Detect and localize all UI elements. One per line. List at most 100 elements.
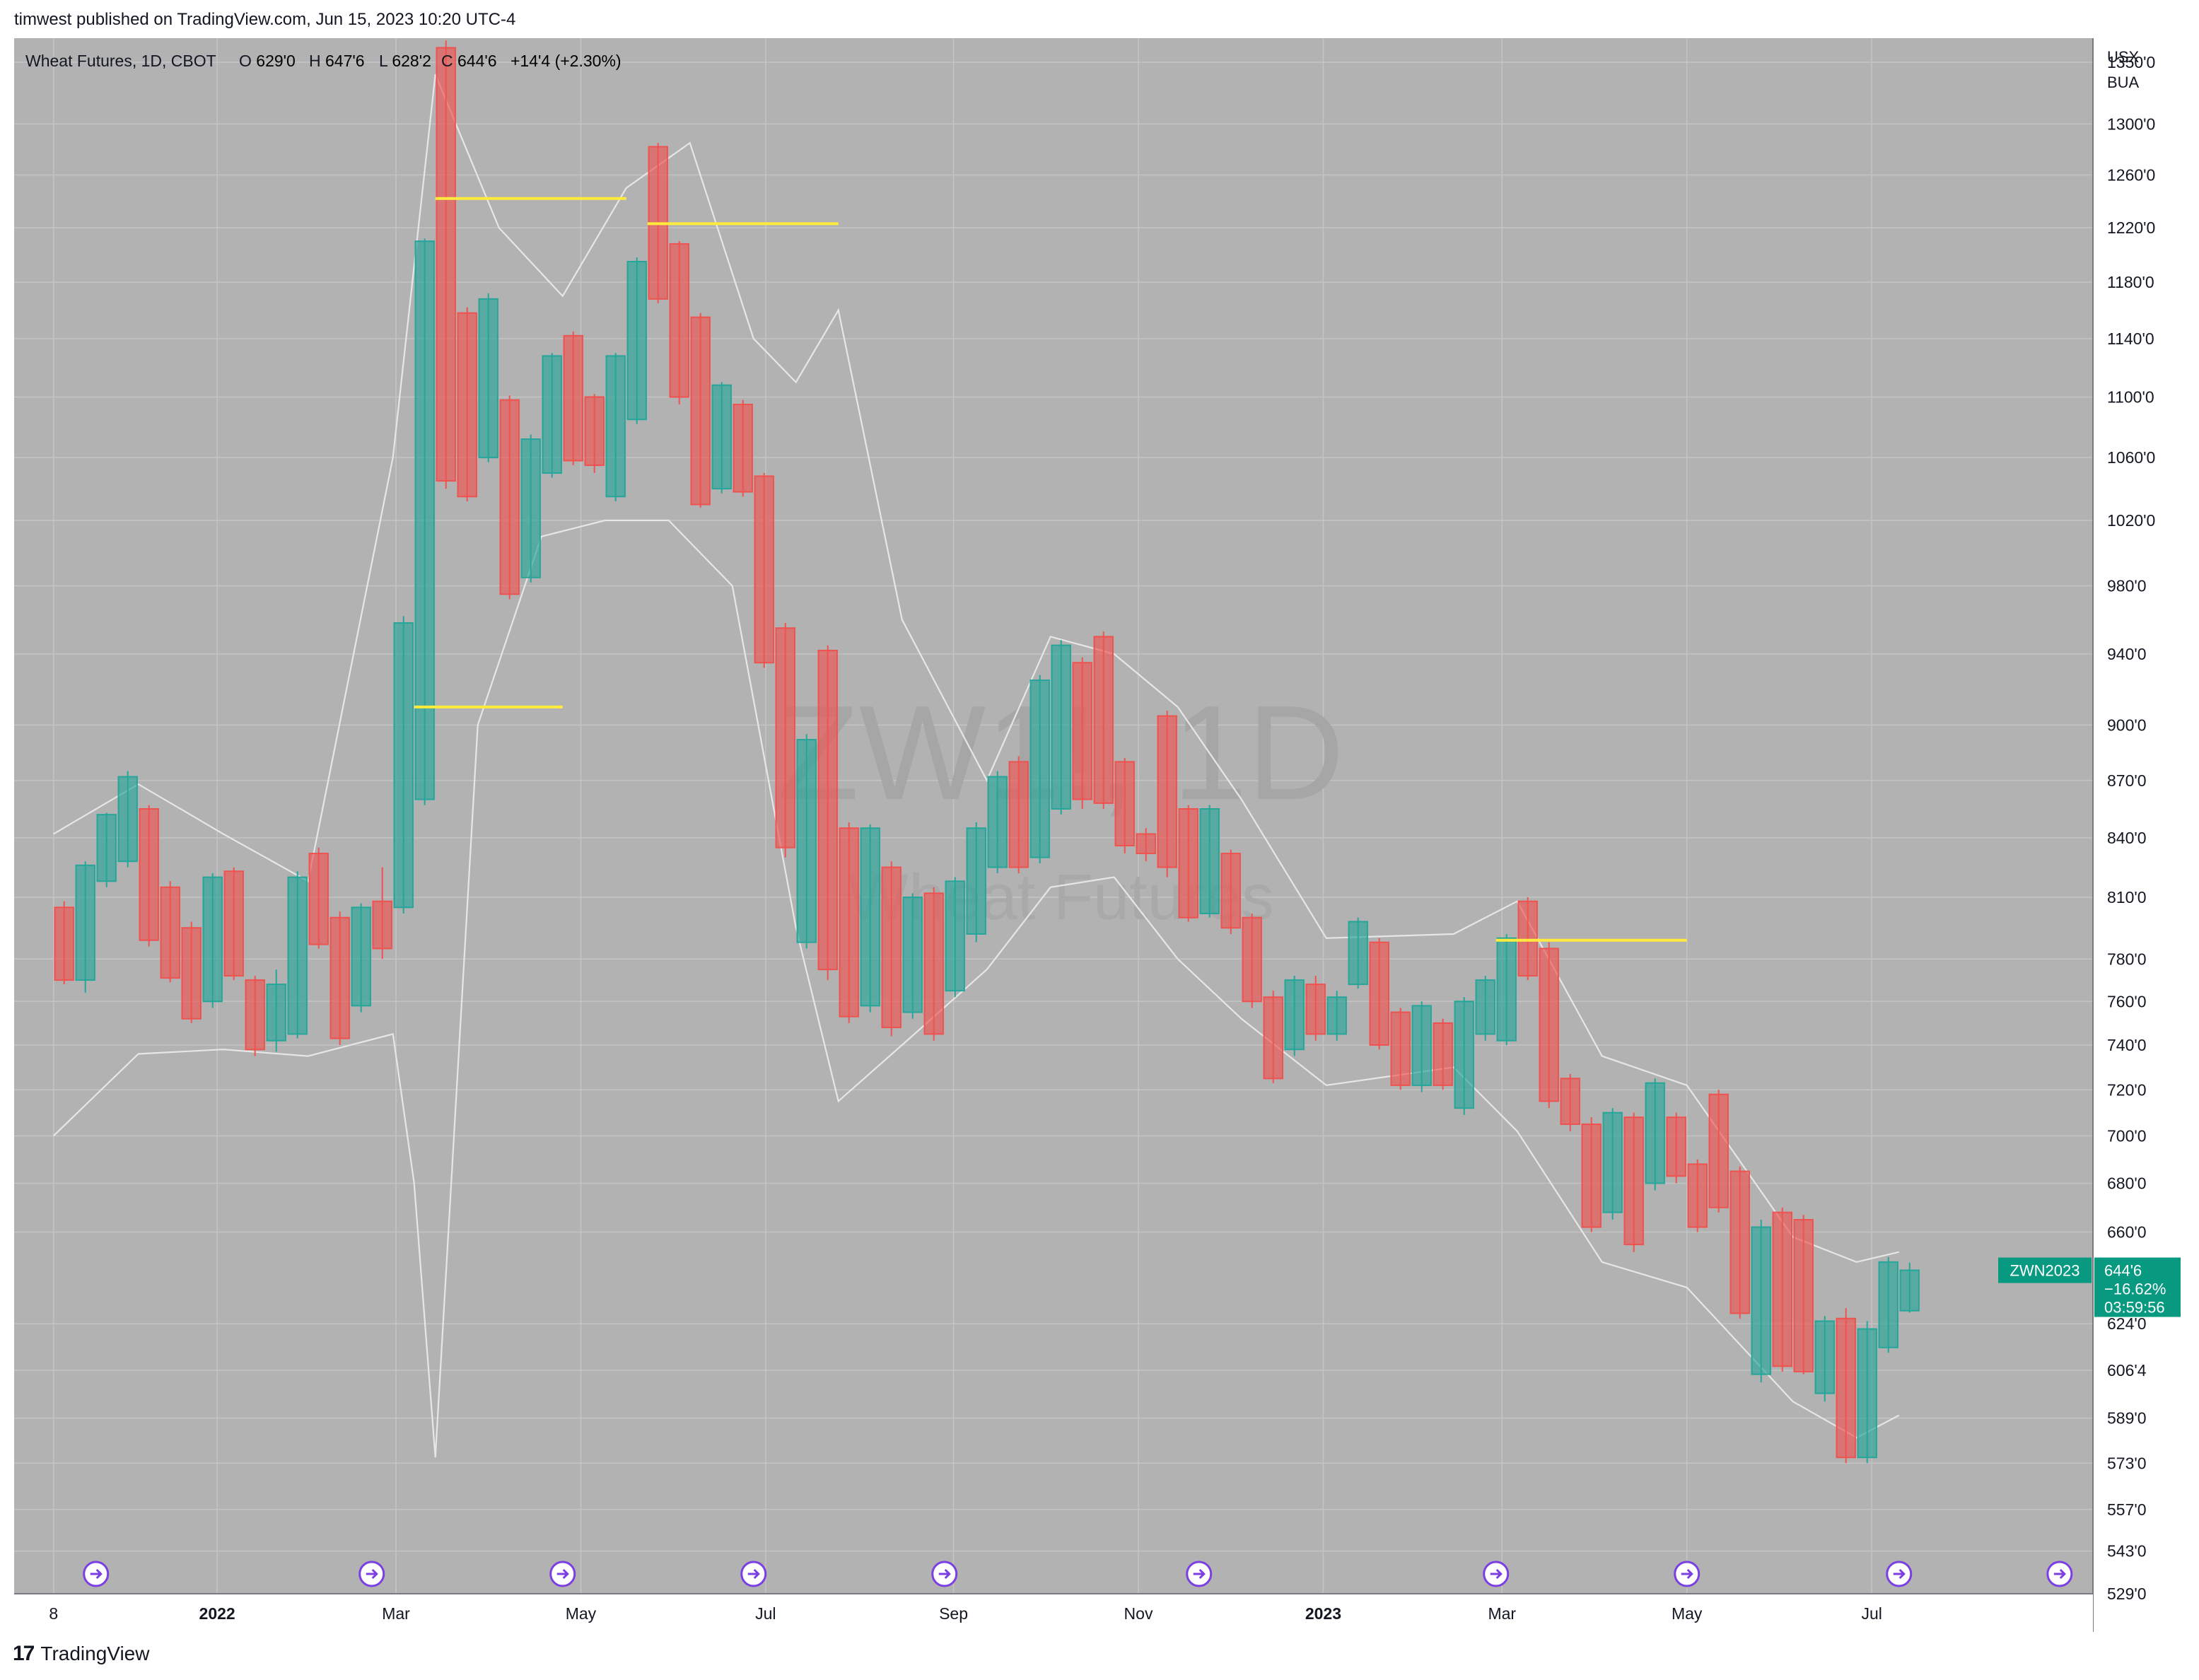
candle-down	[839, 827, 859, 1017]
time-tick-label: 2022	[199, 1604, 235, 1623]
candle-down	[881, 866, 902, 1029]
envelope-bands	[52, 74, 1900, 1458]
price-tick-label: 624'0	[2107, 1314, 2147, 1333]
candle-down	[245, 979, 265, 1051]
price-tick-label: 940'0	[2107, 645, 2147, 663]
candle-up	[393, 622, 414, 909]
candle-down	[1390, 1011, 1411, 1086]
ticker-label: ZWN2023	[2010, 1262, 2080, 1280]
candle-up	[1199, 808, 1220, 914]
candle-down	[1687, 1163, 1708, 1228]
event-arrow-icon	[1681, 1568, 1693, 1580]
price-tick-label: 870'0	[2107, 771, 2147, 790]
candle-down	[1581, 1123, 1602, 1228]
legend-open-label: O	[239, 52, 252, 70]
price-tick-label: 1260'0	[2107, 166, 2155, 185]
candle-up	[1348, 921, 1368, 986]
price-tick-label: 1060'0	[2107, 448, 2155, 467]
upper-band-line	[53, 74, 1899, 1264]
price-tick-label: 543'0	[2107, 1542, 2147, 1561]
candle-up	[1411, 1005, 1432, 1086]
candle-up	[266, 984, 286, 1042]
candle-down	[1666, 1116, 1686, 1177]
candle-up	[1899, 1269, 1920, 1312]
candle-down	[1220, 853, 1241, 929]
candle-down	[1517, 900, 1538, 977]
candle-up	[1645, 1082, 1665, 1184]
level-lines[interactable]	[414, 197, 1687, 942]
price-tick-label: 557'0	[2107, 1500, 2147, 1519]
candle-up	[1496, 937, 1517, 1042]
price-tick-label: 589'0	[2107, 1409, 2147, 1428]
legend-symbol: Wheat Futures, 1D, CBOT	[25, 52, 216, 70]
time-tick-label: Jul	[755, 1604, 776, 1623]
candle-down	[1708, 1093, 1729, 1208]
price-tick-label: 720'0	[2107, 1080, 2147, 1099]
tradingview-wordmark: TradingView	[40, 1643, 150, 1664]
candle-down	[1369, 941, 1389, 1046]
event-arrow-icon	[1893, 1568, 1906, 1580]
price-tick-label: 840'0	[2107, 829, 2147, 847]
candle-up	[966, 827, 986, 935]
time-axis-bg[interactable]	[0, 1594, 2093, 1632]
candle-down	[329, 916, 350, 1039]
price-tick-label: 1180'0	[2107, 273, 2154, 291]
candle-down	[160, 886, 180, 979]
price-tick-labels: 1350'0 1300'0 1260'0 1220'0 1180'0 1140'0 1100…	[2107, 53, 2155, 1603]
legend-close-value: 644'6	[457, 52, 497, 70]
candle-down	[1305, 984, 1326, 1035]
candle-down	[54, 906, 74, 981]
price-tick-label: 760'0	[2107, 992, 2147, 1010]
publisher-line: timwest published on TradingView.com, Ju…	[14, 10, 516, 29]
candle-down	[923, 892, 944, 1035]
price-change-pct: −16.62%	[2104, 1281, 2166, 1298]
price-tick-label: 606'4	[2107, 1361, 2147, 1379]
candle-down	[457, 312, 477, 498]
legend-close-label: C	[441, 52, 453, 70]
time-tick-label: May	[1672, 1604, 1703, 1623]
candle-down	[690, 316, 711, 506]
candle-up	[520, 438, 541, 578]
candle-down	[139, 808, 159, 941]
candle-down	[1093, 636, 1114, 804]
time-tick-label: Sep	[939, 1604, 968, 1623]
time-tick-label: Nov	[1124, 1604, 1153, 1623]
candle-up	[96, 814, 117, 882]
price-tick-label: 1220'0	[2107, 218, 2155, 237]
candle-down	[1263, 996, 1283, 1080]
candle-down	[669, 243, 689, 398]
last-price-tag[interactable]: ZWN2023 644'6 −16.62% 03:59:56	[1998, 1257, 2181, 1317]
candle-down	[754, 475, 774, 664]
footer-brand[interactable]: 17 TradingView	[13, 1642, 149, 1666]
candle-down	[584, 396, 605, 467]
candle-up	[1454, 1001, 1474, 1109]
legend-low-label: L	[379, 52, 388, 70]
candle-down	[817, 649, 838, 971]
candle-up	[626, 260, 647, 421]
price-axis-bg[interactable]	[2093, 38, 2199, 1632]
price-tick-label: 810'0	[2107, 888, 2147, 906]
time-tick-label: Jul	[1861, 1604, 1882, 1623]
candle-up	[351, 906, 371, 1007]
price-tick-label: 573'0	[2107, 1454, 2147, 1472]
candle-down	[563, 334, 583, 462]
candle-up	[1857, 1328, 1877, 1459]
price-tick-label: 680'0	[2107, 1174, 2147, 1192]
event-arrow-icon	[747, 1568, 760, 1580]
candle-down	[499, 399, 520, 595]
tradingview-logo-icon: 17	[13, 1642, 35, 1665]
candle-down	[1136, 833, 1156, 855]
candle-down	[223, 870, 244, 977]
candle-up	[1284, 979, 1305, 1051]
candle-down	[1772, 1211, 1792, 1367]
candle-up	[202, 876, 223, 1003]
price-tick-label: 1100'0	[2107, 387, 2154, 406]
candle-up	[1602, 1112, 1623, 1213]
candle-down	[1433, 1022, 1453, 1086]
event-arrow-icon	[938, 1568, 951, 1580]
currency-label: USX	[2107, 48, 2140, 66]
candle-down	[1623, 1116, 1644, 1246]
event-markers[interactable]	[83, 1561, 2073, 1587]
legend-high-value: 647'6	[325, 52, 365, 70]
